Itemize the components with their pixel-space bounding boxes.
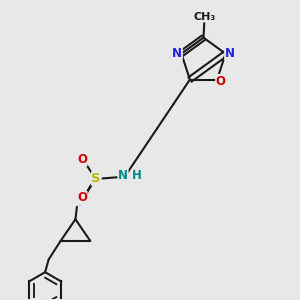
Text: N: N (118, 169, 128, 182)
Text: H: H (132, 169, 142, 182)
Text: O: O (216, 75, 226, 88)
Text: N: N (172, 46, 182, 60)
Text: O: O (77, 153, 87, 166)
Text: S: S (92, 172, 101, 185)
Text: CH₃: CH₃ (193, 12, 215, 22)
Text: O: O (77, 191, 87, 204)
Text: N: N (225, 46, 235, 60)
